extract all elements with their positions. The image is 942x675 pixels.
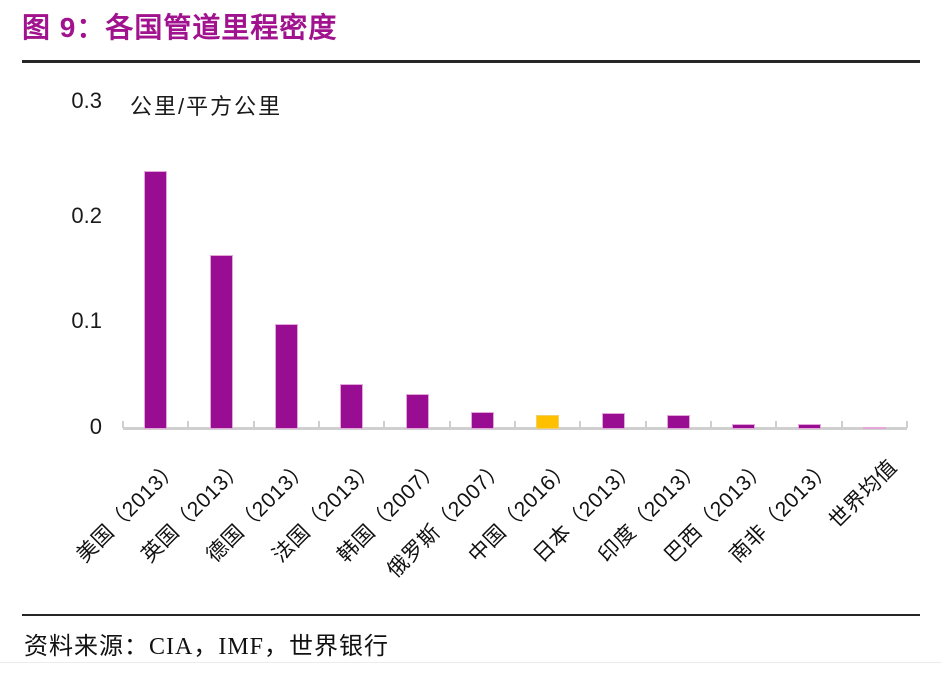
- bottom-border-line: [0, 662, 942, 663]
- x-axis-tick: [710, 421, 712, 428]
- y-tick-label-0.3: 0.3: [71, 88, 102, 113]
- y-tick-label-0: 0: [89, 414, 102, 439]
- source-line: 资料来源：CIA，IMF，世界银行: [24, 634, 390, 660]
- x-axis-tick: [122, 421, 124, 428]
- bar-美国（2013）: [144, 171, 167, 429]
- bar-英国（2013）: [210, 255, 233, 429]
- bar-中国（2016）: [536, 415, 559, 429]
- y-tick-label-0.1: 0.1: [71, 308, 102, 333]
- x-axis-line: [123, 427, 907, 430]
- x-axis-tick: [187, 421, 190, 428]
- x-axis-tick: [383, 421, 386, 428]
- x-axis-tick: [318, 421, 320, 428]
- bar-俄罗斯（2007）: [471, 412, 494, 429]
- x-axis-tick: [775, 421, 778, 428]
- x-axis-tick: [252, 421, 255, 428]
- x-axis-tick: [840, 421, 843, 428]
- bar-法国（2013）: [340, 384, 363, 429]
- bar-印度（2013）: [667, 415, 690, 429]
- x-axis-tick: [906, 421, 908, 428]
- bar-世界均值: [863, 427, 886, 429]
- source-divider-line: [22, 614, 920, 616]
- bar-韩国（2007）: [406, 394, 429, 429]
- x-axis-tick: [644, 421, 647, 428]
- x-axis-tick: [514, 421, 516, 428]
- title-divider-line: [22, 60, 920, 63]
- figure-title: 图 9：各国管道里程密度: [22, 12, 338, 43]
- bar-南非（2013）: [798, 424, 821, 429]
- y-tick-label-0.2: 0.2: [71, 203, 102, 228]
- y-axis-unit-label: 公里/平方公里: [130, 94, 283, 119]
- bar-德国（2013）: [275, 324, 298, 429]
- bar-巴西（2013）: [732, 424, 755, 429]
- x-axis-tick: [448, 421, 451, 428]
- bar-日本（2013）: [602, 413, 625, 429]
- x-axis-tick: [579, 421, 582, 428]
